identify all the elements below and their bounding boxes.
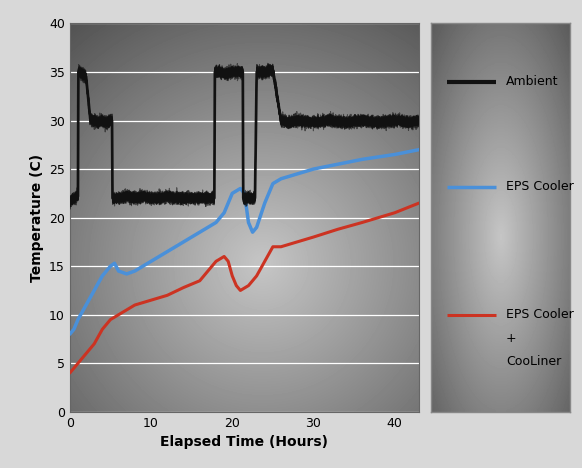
Y-axis label: Temperature (C): Temperature (C): [30, 154, 44, 282]
Text: Ambient: Ambient: [506, 75, 559, 88]
Text: CooLiner: CooLiner: [506, 355, 562, 368]
Text: +: +: [506, 331, 517, 344]
X-axis label: Elapsed Time (Hours): Elapsed Time (Hours): [161, 435, 328, 449]
Text: EPS Cooler: EPS Cooler: [506, 180, 574, 193]
Text: EPS Cooler: EPS Cooler: [506, 308, 574, 321]
